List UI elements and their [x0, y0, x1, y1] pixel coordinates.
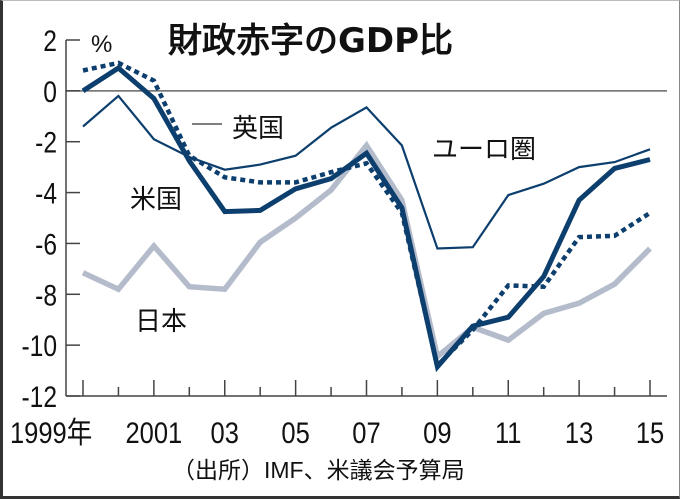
series-label: 米国 [130, 185, 182, 215]
chart-title: 財政赤字のGDP比 [168, 21, 453, 61]
x-tick-label: 15 [636, 416, 664, 449]
x-tick-label: 07 [352, 416, 380, 449]
x-tick-label: 1999年 [10, 416, 92, 449]
x-tick-label: 2001 [126, 416, 183, 449]
y-tick-label: -8 [35, 278, 57, 312]
series-label: ユーロ圏 [432, 135, 536, 165]
y-tick-label: -2 [35, 125, 57, 159]
y-tick-label: -10 [21, 329, 57, 363]
series-line-thick [81, 64, 651, 373]
y-tick-label: -4 [35, 176, 57, 210]
source-note: （出所）IMF、米議会予算局 [172, 457, 465, 483]
series-label: 日本 [135, 307, 187, 337]
y-tick-label: 2 [43, 24, 57, 58]
series-line-gray [81, 140, 652, 362]
x-tick-label: 09 [423, 416, 451, 449]
y-axis-unit-label: % [91, 31, 112, 58]
x-tick-label: 13 [565, 416, 593, 449]
x-tick-label: 03 [211, 416, 239, 449]
series-lines [81, 60, 652, 373]
x-tick-label: 05 [281, 416, 309, 449]
x-tick-label: 11 [495, 416, 521, 449]
y-tick-label: -6 [35, 227, 57, 261]
series-line-dotted [82, 60, 652, 370]
y-tick-label: -12 [21, 380, 57, 414]
series-line-thin [82, 94, 651, 250]
y-tick-label: 0 [43, 75, 57, 109]
series-label: 英国 [232, 114, 284, 144]
